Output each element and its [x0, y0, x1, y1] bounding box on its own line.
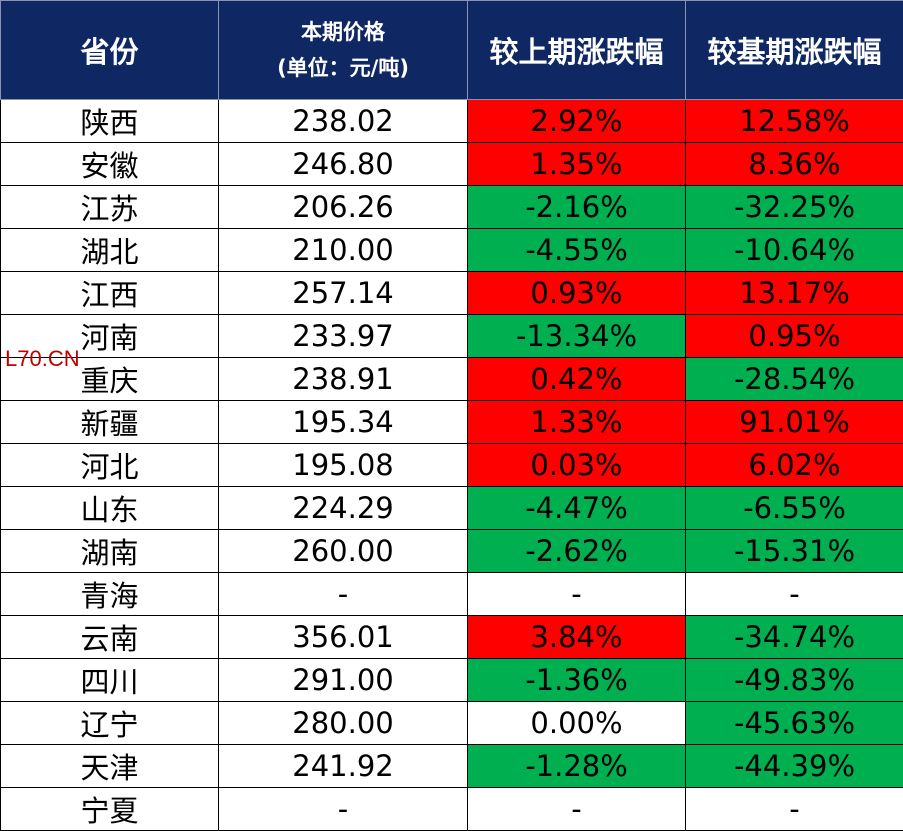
change-vs-prev-cell: -2.62%: [468, 530, 686, 573]
header-price: 本期价格 (单位：元/吨): [219, 1, 468, 100]
table-row: 青海---: [1, 573, 903, 616]
header-vs-base-label: 较基期涨跌幅: [707, 35, 881, 69]
change-vs-prev-cell: -13.34%: [468, 315, 686, 358]
province-cell: 安徽: [1, 143, 219, 186]
price-cell: 257.14: [219, 272, 468, 315]
price-cell: 246.80: [219, 143, 468, 186]
change-vs-base-cell: 0.95%: [686, 315, 903, 358]
change-vs-base-cell: -45.63%: [686, 702, 903, 745]
province-cell: 湖南: [1, 530, 219, 573]
province-cell: 青海: [1, 573, 219, 616]
price-cell: -: [219, 788, 468, 831]
change-vs-base-cell: 91.01%: [686, 401, 903, 444]
change-vs-prev-cell: 3.84%: [468, 616, 686, 659]
header-row: 省份 本期价格 (单位：元/吨) 较上期涨跌幅 较基期涨跌幅: [1, 1, 903, 100]
header-vs-prev-label: 较上期涨跌幅: [489, 35, 663, 69]
change-vs-prev-cell: -1.36%: [468, 659, 686, 702]
header-price-label: 本期价格: [219, 14, 467, 50]
province-cell: 天津: [1, 745, 219, 788]
change-vs-prev-cell: 0.42%: [468, 358, 686, 401]
change-vs-base-cell: -34.74%: [686, 616, 903, 659]
change-vs-base-cell: 12.58%: [686, 100, 903, 143]
change-vs-prev-cell: -2.16%: [468, 186, 686, 229]
change-vs-prev-cell: -: [468, 788, 686, 831]
province-cell: 四川: [1, 659, 219, 702]
province-cell: 陕西: [1, 100, 219, 143]
province-cell: 云南: [1, 616, 219, 659]
province-cell: 河南: [1, 315, 219, 358]
change-vs-prev-cell: -4.47%: [468, 487, 686, 530]
change-vs-base-cell: -6.55%: [686, 487, 903, 530]
change-vs-prev-cell: 0.00%: [468, 702, 686, 745]
header-vs-prev: 较上期涨跌幅: [468, 1, 686, 100]
change-vs-base-cell: 6.02%: [686, 444, 903, 487]
province-cell: 新疆: [1, 401, 219, 444]
change-vs-prev-cell: 0.03%: [468, 444, 686, 487]
change-vs-prev-cell: 0.93%: [468, 272, 686, 315]
change-vs-prev-cell: 1.35%: [468, 143, 686, 186]
change-vs-base-cell: -: [686, 573, 903, 616]
province-cell: 湖北: [1, 229, 219, 272]
change-vs-base-cell: 8.36%: [686, 143, 903, 186]
province-cell: 江西: [1, 272, 219, 315]
change-vs-prev-cell: -1.28%: [468, 745, 686, 788]
change-vs-base-cell: -32.25%: [686, 186, 903, 229]
price-cell: 233.97: [219, 315, 468, 358]
change-vs-base-cell: -49.83%: [686, 659, 903, 702]
change-vs-base-cell: -10.64%: [686, 229, 903, 272]
price-cell: -: [219, 573, 468, 616]
price-cell: 291.00: [219, 659, 468, 702]
change-vs-prev-cell: -: [468, 573, 686, 616]
price-cell: 356.01: [219, 616, 468, 659]
price-cell: 224.29: [219, 487, 468, 530]
table-header: 省份 本期价格 (单位：元/吨) 较上期涨跌幅 较基期涨跌幅: [1, 1, 903, 100]
change-vs-base-cell: -44.39%: [686, 745, 903, 788]
header-province-label: 省份: [80, 35, 138, 69]
change-vs-base-cell: -15.31%: [686, 530, 903, 573]
table-row: 宁夏---: [1, 788, 903, 831]
price-cell: 241.92: [219, 745, 468, 788]
change-vs-base-cell: -: [686, 788, 903, 831]
province-cell: 辽宁: [1, 702, 219, 745]
price-cell: 210.00: [219, 229, 468, 272]
price-cell: 280.00: [219, 702, 468, 745]
price-cell: 195.34: [219, 401, 468, 444]
province-cell: 江苏: [1, 186, 219, 229]
province-cell: 山东: [1, 487, 219, 530]
price-cell: 195.08: [219, 444, 468, 487]
price-cell: 238.91: [219, 358, 468, 401]
change-vs-prev-cell: 2.92%: [468, 100, 686, 143]
header-province: 省份: [1, 1, 219, 100]
province-cell: 重庆: [1, 358, 219, 401]
header-vs-base: 较基期涨跌幅: [686, 1, 903, 100]
header-price-unit: (单位：元/吨): [219, 50, 467, 86]
price-cell: 238.02: [219, 100, 468, 143]
price-cell: 206.26: [219, 186, 468, 229]
province-cell: 河北: [1, 444, 219, 487]
price-cell: 260.00: [219, 530, 468, 573]
change-vs-prev-cell: -4.55%: [468, 229, 686, 272]
province-cell: 宁夏: [1, 788, 219, 831]
change-vs-prev-cell: 1.33%: [468, 401, 686, 444]
change-vs-base-cell: 13.17%: [686, 272, 903, 315]
change-vs-base-cell: -28.54%: [686, 358, 903, 401]
